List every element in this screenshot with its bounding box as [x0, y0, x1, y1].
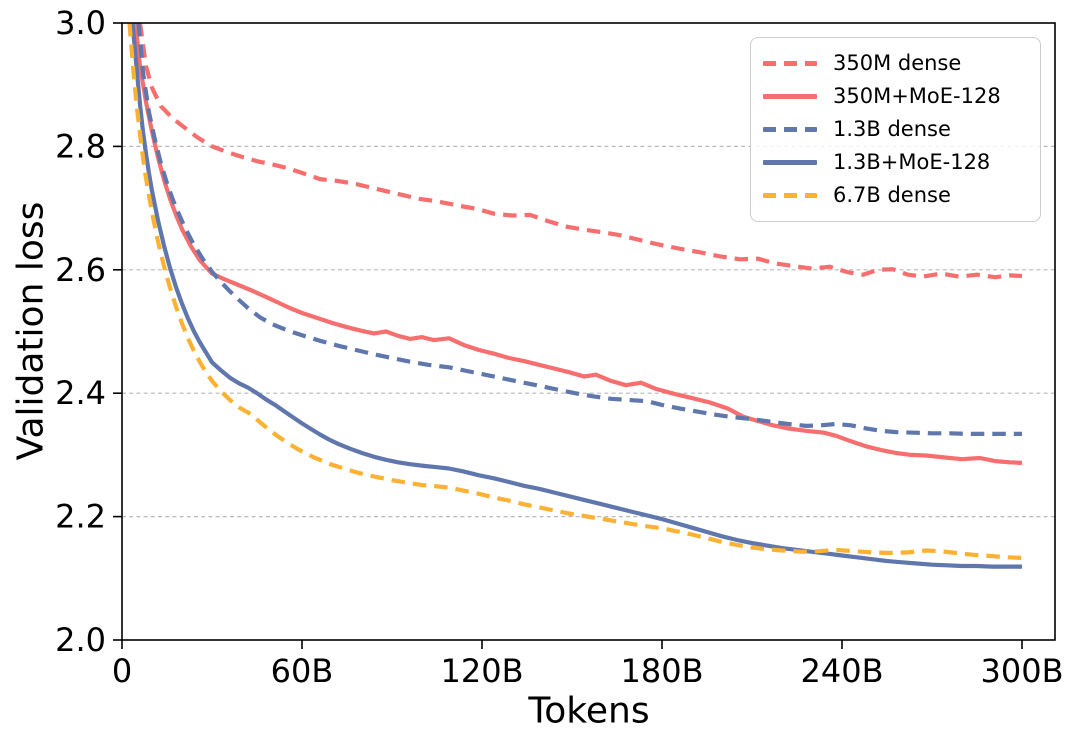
- legend-row: 350M dense: [763, 50, 1032, 75]
- y-tick-label: 2.0: [55, 621, 106, 659]
- x-tick-label: 240B: [800, 652, 883, 690]
- y-tick-label: 2.8: [55, 127, 106, 165]
- y-tick-label: 2.6: [55, 251, 106, 289]
- x-tick-label: 120B: [440, 652, 523, 690]
- axes-spines: [121, 22, 1056, 641]
- x-axis-label: Tokens: [528, 690, 650, 732]
- legend-row: 1.3B dense: [763, 116, 1032, 141]
- legend-row: 6.7B dense: [763, 182, 1032, 207]
- x-tick-label: 180B: [620, 652, 703, 690]
- legend-label-350m-moe-128: 350M+MoE-128: [833, 83, 1001, 108]
- x-tick-label: 60B: [271, 652, 334, 690]
- legend-line-sample-1-3b-moe-128: [763, 160, 817, 165]
- legend-line-sample-1-3b-dense: [763, 127, 817, 132]
- legend-row: 350M+MoE-128: [763, 83, 1032, 108]
- legend-line-sample-350m-moe-128: [763, 94, 817, 99]
- legend-label-1-3b-dense: 1.3B dense: [833, 116, 951, 141]
- series-line-1-3b-dense: [136, 22, 1022, 436]
- y-tick-label: 2.4: [55, 374, 106, 412]
- series-line-350m-dense: [137, 22, 1023, 280]
- legend-label-1-3b-moe-128: 1.3B+MoE-128: [833, 149, 991, 174]
- series-line-6-7b-dense: [127, 22, 1023, 560]
- y-axis-label: Validation loss: [10, 201, 52, 461]
- x-tick-label: 300B: [980, 652, 1063, 690]
- legend-line-sample-6-7b-dense: [763, 193, 817, 198]
- x-tick-label: 0: [112, 652, 132, 690]
- y-tick-label: 2.2: [55, 498, 106, 536]
- legend-line-sample-350m-dense: [763, 61, 817, 66]
- legend-row: 1.3B+MoE-128: [763, 149, 1032, 174]
- legend-label-350m-dense: 350M dense: [833, 50, 962, 75]
- legend: 350M dense 350M+MoE-128 1.3B dense 1.3B+…: [750, 37, 1041, 222]
- legend-label-6-7b-dense: 6.7B dense: [833, 182, 951, 207]
- y-tick-label: 3.0: [55, 4, 106, 42]
- series-line-1-3b-moe-128: [130, 22, 1022, 569]
